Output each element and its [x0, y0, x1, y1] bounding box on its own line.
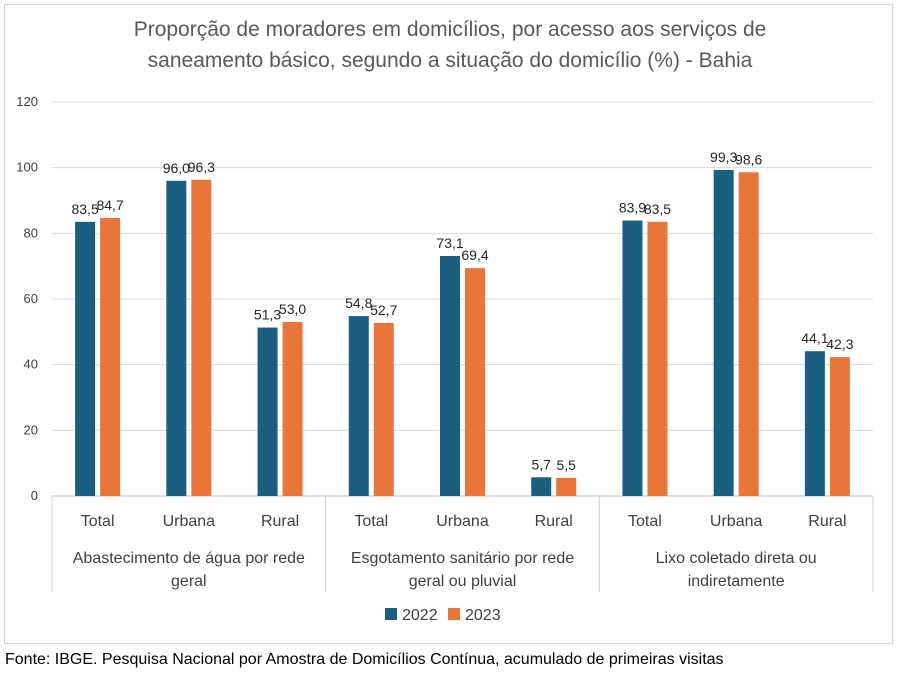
- x-group-label: geral ou pluvial: [409, 573, 517, 590]
- x-category-label: Rural: [808, 513, 846, 530]
- x-group-label: Lixo coletado direta ou: [656, 550, 817, 567]
- bar-2022: [622, 220, 643, 497]
- data-label-2022: 83,9: [619, 200, 646, 216]
- data-label-2023: 42,3: [826, 336, 853, 352]
- bar-2023: [373, 322, 394, 496]
- x-category-label: Rural: [261, 513, 299, 530]
- legend-label-2022: 2022: [402, 607, 438, 624]
- x-group-label: indiretamente: [688, 573, 785, 590]
- data-label-2023: 83,5: [644, 201, 671, 217]
- data-label-2022: 5,7: [531, 456, 551, 472]
- bar-2023: [829, 357, 850, 496]
- x-category-label: Rural: [535, 513, 573, 530]
- legend-label-2023: 2023: [465, 607, 501, 624]
- y-tick-label: 100: [16, 160, 38, 175]
- bar-2022: [257, 327, 278, 496]
- data-label-2023: 98,6: [735, 151, 762, 167]
- chart-title-line-1: Proporção de moradores em domicílios, po…: [133, 18, 767, 41]
- bar-2022: [348, 316, 369, 496]
- y-tick-label: 80: [24, 225, 38, 240]
- chart-frame: [4, 4, 893, 644]
- data-label-2023: 84,7: [96, 197, 123, 213]
- bar-2022: [75, 221, 96, 496]
- bar-2022: [804, 351, 825, 496]
- x-category-label: Urbana: [710, 513, 763, 530]
- data-label-2022: 44,1: [801, 330, 828, 346]
- bar-2023: [191, 179, 212, 496]
- legend-swatch-2023: [448, 608, 460, 620]
- bar-2023: [647, 221, 668, 496]
- bar-2023: [465, 268, 485, 496]
- bar-2023: [556, 477, 577, 496]
- x-category-label: Urbana: [436, 513, 489, 530]
- data-label-2023: 5,5: [556, 457, 576, 473]
- y-tick-label: 120: [16, 94, 38, 109]
- bar-2023: [282, 321, 303, 496]
- x-category-label: Total: [81, 513, 115, 530]
- data-label-2022: 99,3: [710, 149, 737, 165]
- x-category-label: Total: [628, 513, 662, 530]
- data-label-2022: 51,3: [254, 307, 281, 323]
- data-label-2022: 73,1: [436, 235, 463, 251]
- x-category-label: Total: [354, 513, 388, 530]
- y-tick-label: 20: [24, 422, 38, 437]
- bar-2022: [713, 169, 734, 496]
- x-category-label: Urbana: [163, 513, 216, 530]
- bar-2022: [440, 255, 460, 496]
- bar-2022: [531, 477, 552, 496]
- y-tick-label: 60: [24, 291, 38, 306]
- y-tick-label: 0: [31, 488, 38, 503]
- legend-swatch-2022: [385, 608, 397, 620]
- x-group-label: Abastecimento de água por rede: [73, 550, 305, 567]
- data-label-2022: 54,8: [345, 295, 372, 311]
- data-label-2022: 83,5: [71, 201, 98, 217]
- data-label-2023: 52,7: [370, 302, 397, 318]
- bar-2023: [100, 217, 121, 496]
- x-group-label: geral: [171, 573, 207, 590]
- data-label-2023: 96,3: [188, 159, 215, 175]
- chart-title-line-2: saneamento básico, segundo a situação do…: [147, 49, 753, 72]
- bar-2023: [738, 172, 759, 496]
- chart-title: Proporção de moradores em domicílios, po…: [0, 14, 900, 76]
- x-group-label: Esgotamento sanitário por rede: [351, 550, 574, 567]
- data-label-2022: 96,0: [163, 160, 190, 176]
- bar-2022: [166, 180, 187, 497]
- data-label-2023: 53,0: [279, 301, 306, 317]
- data-label-2023: 69,4: [461, 247, 488, 263]
- source-note: Fonte: IBGE. Pesquisa Nacional por Amost…: [5, 651, 724, 668]
- y-tick-label: 40: [24, 357, 38, 372]
